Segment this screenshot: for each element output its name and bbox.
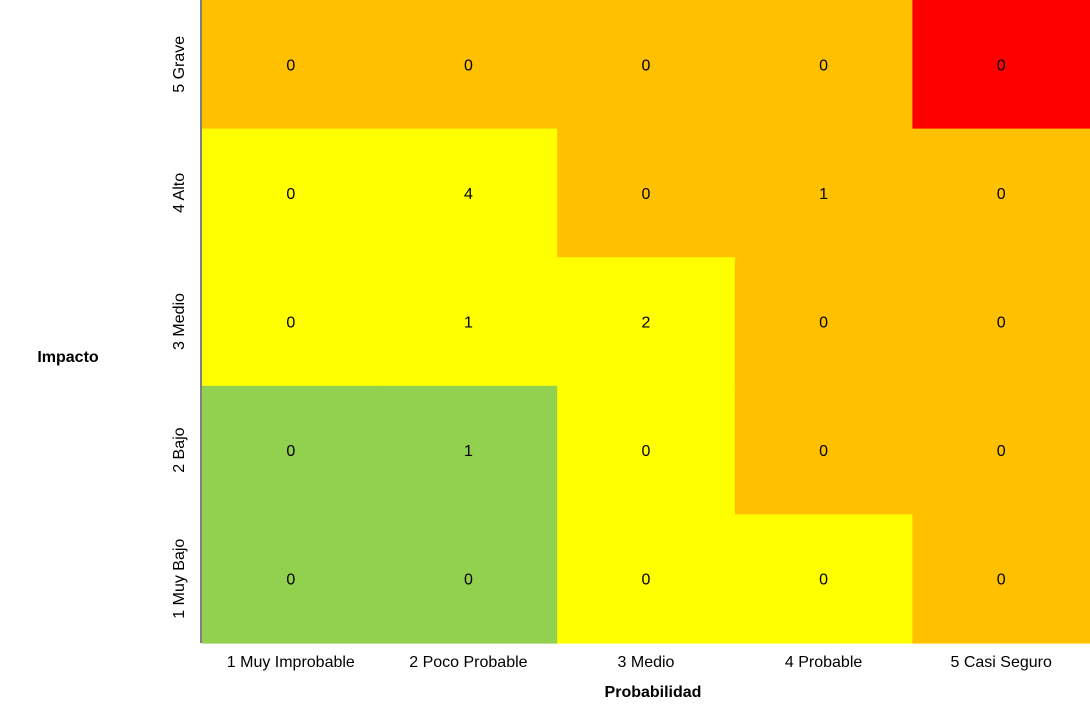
y-axis-ticks: 5 Grave 4 Alto 3 Medio 2 Bajo 1 Muy Bajo (171, 36, 188, 619)
heatmap-cell (202, 128, 381, 258)
cell-value-label: 1 (819, 186, 828, 203)
heatmap-cell (557, 0, 736, 130)
heatmap-cell (379, 0, 558, 130)
heatmap-cell (734, 0, 913, 130)
cell-value-label: 0 (642, 57, 651, 74)
heatmap-cell (912, 385, 1090, 515)
cell-value-label: 0 (997, 443, 1006, 460)
heatmap-cell (202, 514, 381, 644)
cell-value-label: 0 (464, 572, 473, 589)
heatmap-cell (379, 128, 558, 258)
heatmap-cell (379, 514, 558, 644)
x-tick-label: 2 Poco Probable (409, 654, 527, 671)
x-axis-title: Probabilidad (605, 684, 702, 701)
cell-value-label: 0 (819, 572, 828, 589)
cell-value-label: 0 (819, 315, 828, 332)
heatmap-cell (912, 514, 1090, 644)
x-tick-label: 5 Casi Seguro (951, 654, 1052, 671)
cell-value-label: 0 (819, 57, 828, 74)
cell-value-label: 0 (642, 443, 651, 460)
cell-value-label: 0 (642, 572, 651, 589)
x-tick-label: 4 Probable (785, 654, 862, 671)
heatmap-cell (912, 0, 1090, 130)
y-tick-label: 4 Alto (171, 173, 188, 213)
cell-value-label: 0 (286, 57, 295, 74)
heatmap-cell (557, 257, 736, 387)
heatmap-cell (202, 0, 381, 130)
heatmap-cell (557, 128, 736, 258)
cell-value-label: 1 (464, 443, 473, 460)
heatmap-cell (734, 385, 913, 515)
heatmap-cell (557, 385, 736, 515)
cell-value-label: 0 (286, 186, 295, 203)
cell-value-label: 2 (642, 315, 651, 332)
cell-value-label: 0 (997, 572, 1006, 589)
y-tick-label: 1 Muy Bajo (171, 539, 188, 619)
cell-value-label: 0 (286, 443, 295, 460)
y-tick-label: 3 Medio (171, 293, 188, 350)
x-tick-label: 3 Medio (618, 654, 675, 671)
cell-value-label: 1 (464, 315, 473, 332)
heatmap-cell (734, 514, 913, 644)
heatmap-cell (202, 257, 381, 387)
x-axis-ticks: 1 Muy Improbable 2 Poco Probable 3 Medio 4 … (227, 654, 1052, 671)
heatmap-cell (379, 257, 558, 387)
heatmap-cells (202, 0, 1090, 644)
cell-value-label: 0 (819, 443, 828, 460)
cell-value-label: 4 (464, 186, 473, 203)
heatmap-cell (557, 514, 736, 644)
x-tick-label: 1 Muy Improbable (227, 654, 355, 671)
cell-value-label: 0 (997, 315, 1006, 332)
cell-value-label: 0 (464, 57, 473, 74)
y-tick-label: 2 Bajo (171, 427, 188, 472)
cell-value-label: 0 (642, 186, 651, 203)
heatmap-cell (912, 257, 1090, 387)
heatmap-cell (912, 128, 1090, 258)
heatmap-cell (734, 128, 913, 258)
heatmap-cell (202, 385, 381, 515)
heatmap-cell-labels: 0 0 0 0 0 0 4 0 1 0 0 1 2 0 0 0 1 0 0 0 0 0 0 0 0 (286, 57, 1005, 588)
cell-value-label: 0 (286, 572, 295, 589)
y-axis-title: Impacto (37, 349, 99, 366)
cell-value-label: 0 (997, 57, 1006, 74)
heatmap-cell (734, 257, 913, 387)
heatmap-cell (379, 385, 558, 515)
cell-value-label: 0 (286, 315, 295, 332)
y-tick-label: 5 Grave (171, 36, 188, 93)
cell-value-label: 0 (997, 186, 1006, 203)
